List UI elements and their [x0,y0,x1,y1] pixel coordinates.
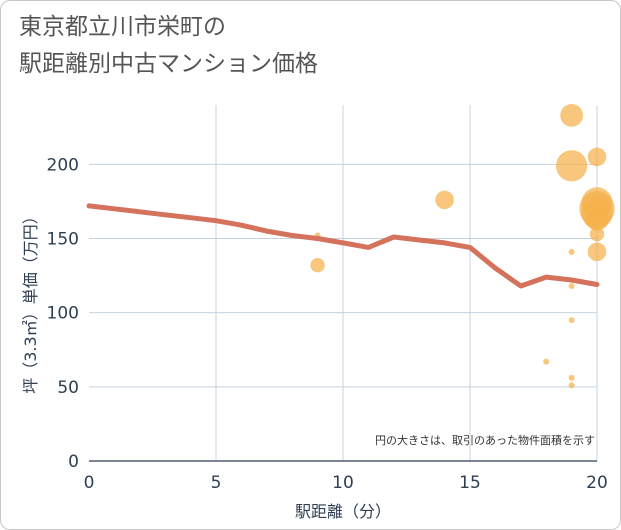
data-point [568,317,575,324]
data-point [556,150,588,182]
data-point [543,358,550,365]
data-point [587,242,607,262]
chart-title-line1: 東京都立川市栄町の [19,14,226,40]
data-point [568,282,575,289]
y-tick-label: 100 [47,304,79,324]
data-point [589,226,605,242]
data-point [435,190,454,210]
x-tick-label: 0 [84,473,95,493]
x-tick-label: 5 [211,473,222,493]
x-axis-ticks: 0 5 10 15 20 [84,473,608,493]
data-point [560,103,583,127]
chart-title-line2: 駅距離別中古マンション価格 [19,51,318,77]
data-point [310,258,325,273]
size-legend-note: 円の大きさは、取引のあった物件面積を示す [375,433,595,447]
data-point [587,147,607,167]
x-tick-label: 10 [332,473,354,493]
transaction-bubbles [310,103,615,389]
data-point [568,248,575,255]
y-tick-label: 50 [57,378,79,398]
chart-title: 東京都立川市栄町の 駅距離別中古マンション価格 [19,9,318,83]
y-tick-label: 200 [47,155,79,175]
x-axis-label: 駅距離（分） [295,502,391,521]
data-point [585,207,609,231]
data-point [568,382,575,389]
x-tick-label: 15 [459,473,481,493]
y-axis-ticks: 0 50 100 150 200 [47,155,79,472]
data-point [568,374,575,381]
y-tick-label: 0 [68,452,79,472]
x-tick-label: 20 [586,473,608,493]
y-tick-label: 150 [47,230,79,250]
y-axis-label: 坪（3.3㎡）単価（万円） [21,208,40,393]
trend-line [86,203,600,289]
